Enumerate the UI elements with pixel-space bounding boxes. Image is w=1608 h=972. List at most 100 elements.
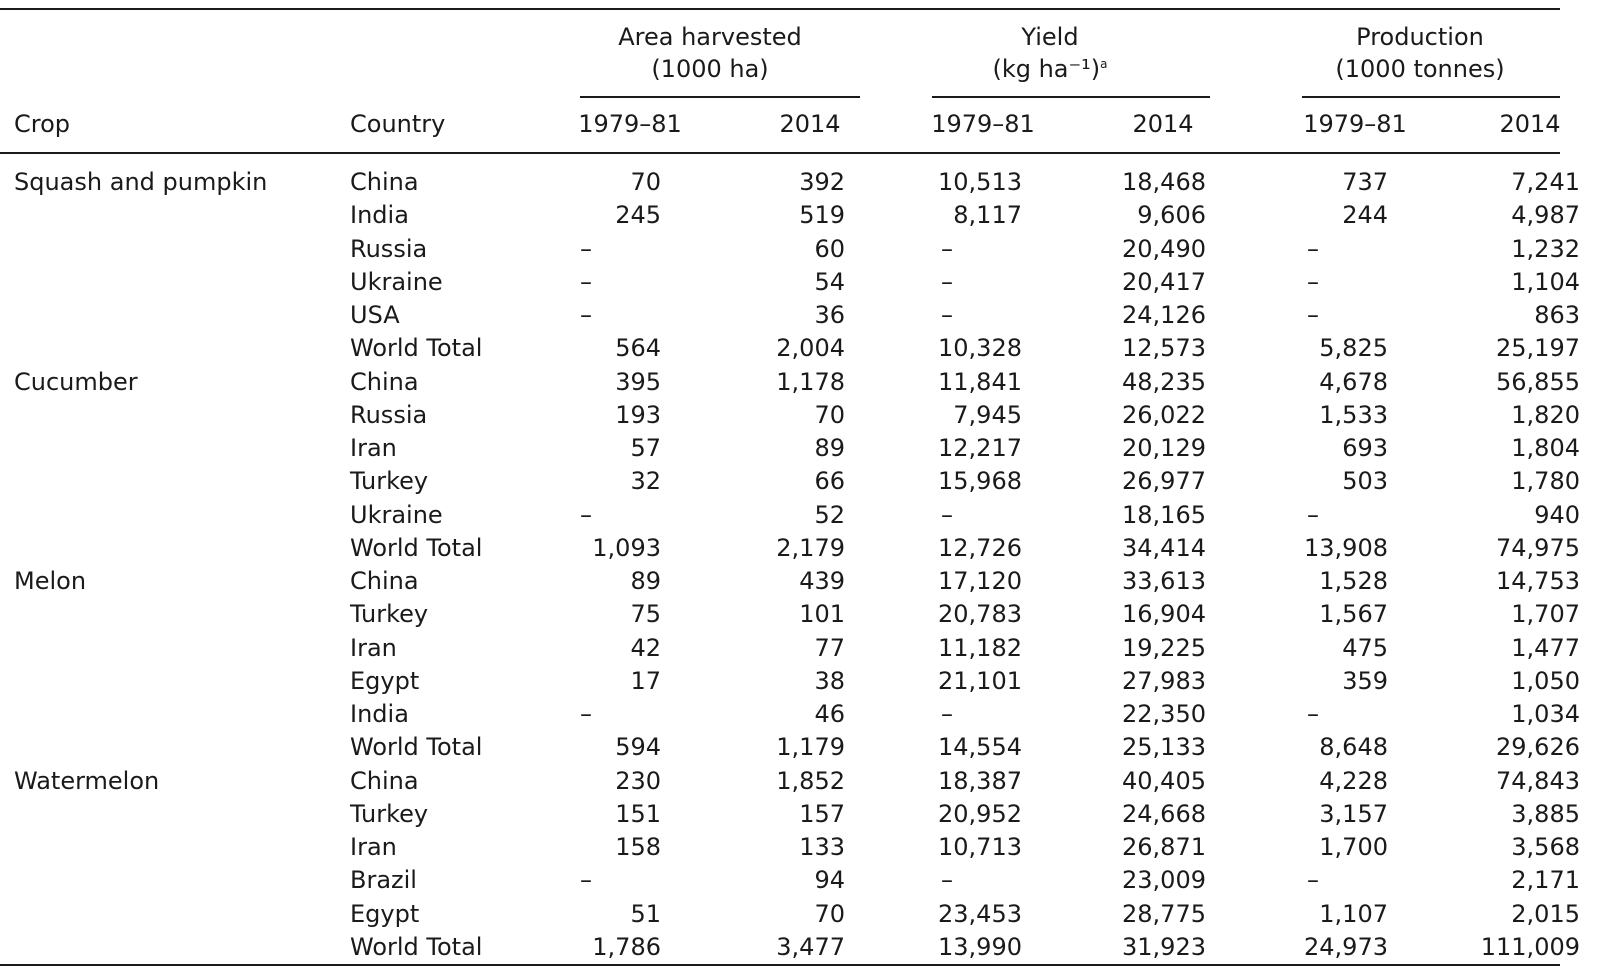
value-cell: 57 [521,432,661,464]
value-cell: 1,700 [1248,831,1388,863]
value-cell: 17,120 [882,565,1022,597]
value-cell: 8,117 [882,199,1022,231]
value-cell: 34,414 [1066,532,1206,564]
value-cell: 89 [521,565,661,597]
value-cell: 25,197 [1440,332,1580,364]
value-cell: 1,104 [1440,266,1580,298]
value-cell: 60 [705,233,845,265]
value-cell: – [1278,698,1348,730]
country-cell: Turkey [350,598,428,630]
value-cell: 395 [521,366,661,398]
value-cell: 1,050 [1440,665,1580,697]
value-cell: 11,841 [882,366,1022,398]
value-cell: 20,490 [1066,233,1206,265]
yield-unit: (kg ha⁻¹)a [920,53,1180,85]
value-cell: – [551,299,621,331]
country-cell: World Total [350,532,482,564]
value-cell: 17 [521,665,661,697]
crop-column-header: Crop [14,108,70,140]
country-cell: China [350,166,419,198]
value-cell: 29,626 [1440,731,1580,763]
value-cell: 48,235 [1066,366,1206,398]
value-cell: 66 [705,465,845,497]
value-cell: 46 [705,698,845,730]
value-cell: 33,613 [1066,565,1206,597]
value-cell: 594 [521,731,661,763]
value-cell: 133 [705,831,845,863]
country-cell: Ukraine [350,266,443,298]
value-cell: 13,908 [1248,532,1388,564]
value-cell: 16,904 [1066,598,1206,630]
value-cell: 27,983 [1066,665,1206,697]
area-1979-header: 1979–81 [560,108,700,140]
country-column-header: Country [350,108,445,140]
country-cell: Iran [350,432,397,464]
production-unit: (1000 tonnes) [1290,53,1550,85]
value-cell: 519 [705,199,845,231]
value-cell: 14,753 [1440,565,1580,597]
country-cell: India [350,199,409,231]
value-cell: – [1278,499,1348,531]
value-cell: 70 [521,166,661,198]
value-cell: – [551,266,621,298]
value-cell: 13,990 [882,931,1022,963]
value-cell: 193 [521,399,661,431]
value-cell: 38 [705,665,845,697]
value-cell: 4,228 [1248,765,1388,797]
value-cell: 32 [521,465,661,497]
value-cell: 1,179 [705,731,845,763]
value-cell: – [912,864,982,896]
value-cell: 28,775 [1066,898,1206,930]
value-cell: 245 [521,199,661,231]
value-cell: – [551,499,621,531]
value-cell: 36 [705,299,845,331]
value-cell: 22,350 [1066,698,1206,730]
production-header: Production [1290,21,1550,53]
value-cell: – [912,698,982,730]
value-cell: 70 [705,399,845,431]
value-cell: 564 [521,332,661,364]
country-cell: Turkey [350,465,428,497]
value-cell: – [912,499,982,531]
value-cell: 11,182 [882,632,1022,664]
value-cell: 503 [1248,465,1388,497]
value-cell: 359 [1248,665,1388,697]
value-cell: 3,568 [1440,831,1580,863]
value-cell: 1,852 [705,765,845,797]
value-cell: 20,783 [882,598,1022,630]
value-cell: 74,975 [1440,532,1580,564]
value-cell: 70 [705,898,845,930]
value-cell: – [912,299,982,331]
value-cell: 1,232 [1440,233,1580,265]
value-cell: 1,178 [705,366,845,398]
value-cell: 40,405 [1066,765,1206,797]
value-cell: 157 [705,798,845,830]
value-cell: – [1278,299,1348,331]
country-cell: Ukraine [350,499,443,531]
value-cell: 9,606 [1066,199,1206,231]
value-cell: 230 [521,765,661,797]
area-group-rule [580,96,860,98]
value-cell: 1,820 [1440,399,1580,431]
value-cell: 75 [521,598,661,630]
value-cell: 74,843 [1440,765,1580,797]
value-cell: – [551,864,621,896]
country-cell: World Total [350,931,482,963]
value-cell: 19,225 [1066,632,1206,664]
value-cell: 863 [1440,299,1580,331]
value-cell: 18,165 [1066,499,1206,531]
value-cell: 3,157 [1248,798,1388,830]
value-cell: 2,179 [705,532,845,564]
table-top-rule [0,8,1560,10]
value-cell: 2,171 [1440,864,1580,896]
value-cell: 15,968 [882,465,1022,497]
value-cell: 52 [705,499,845,531]
value-cell: 1,533 [1248,399,1388,431]
value-cell: 5,825 [1248,332,1388,364]
value-cell: 77 [705,632,845,664]
value-cell: 24,973 [1248,931,1388,963]
value-cell: 26,022 [1066,399,1206,431]
value-cell: 20,952 [882,798,1022,830]
country-cell: Iran [350,831,397,863]
value-cell: 12,573 [1066,332,1206,364]
